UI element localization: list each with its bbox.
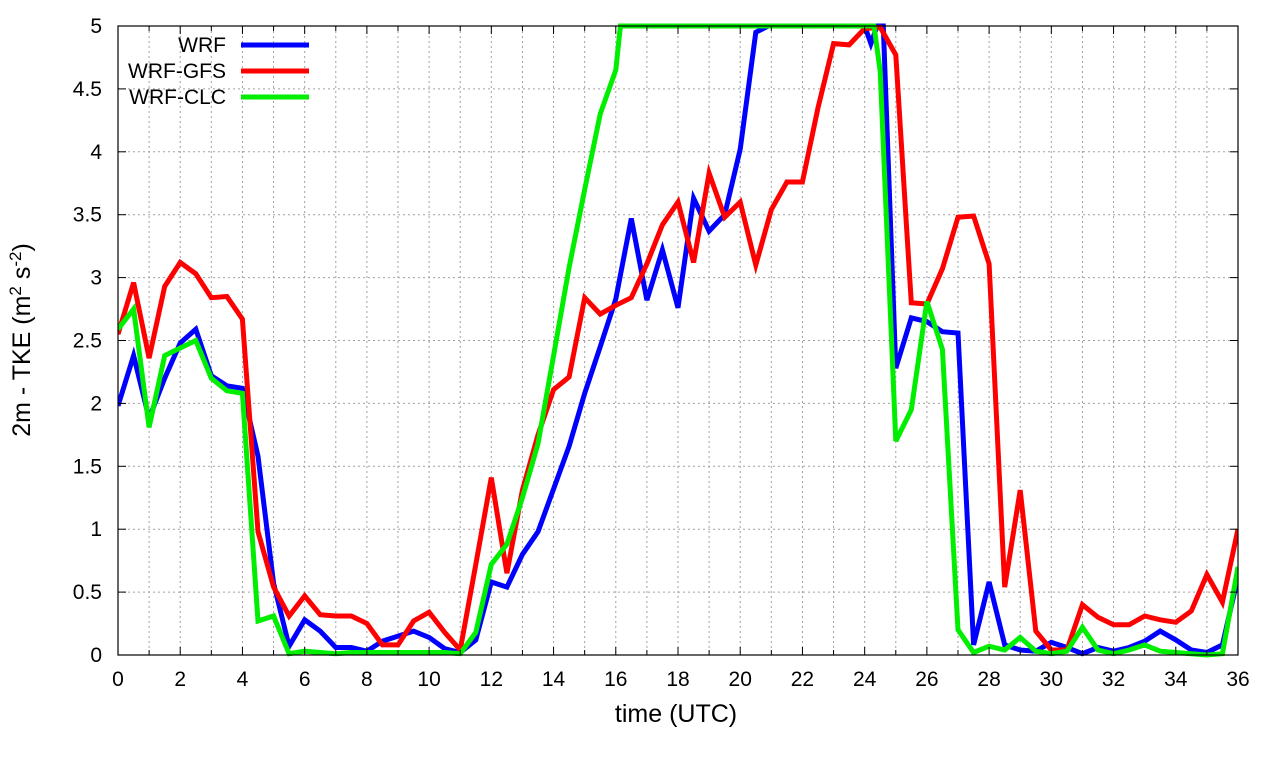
x-tick-label: 32 <box>1102 668 1125 691</box>
y-axis-title-end: ) <box>8 243 36 251</box>
tick-marks <box>117 25 1239 656</box>
y-tick-label: 2 <box>90 392 102 415</box>
y-axis-title: 2m - TKE (m2 s-2) <box>6 243 36 437</box>
x-tick-label: 14 <box>542 668 566 691</box>
x-tick-label: 20 <box>729 668 752 691</box>
y-tick-label: 4 <box>90 141 102 164</box>
legend-label: WRF-GFS <box>128 60 226 83</box>
y-tick-label: 1.5 <box>73 455 102 478</box>
x-tick-label: 30 <box>1040 668 1063 691</box>
grid-lines <box>118 26 1238 655</box>
x-tick-label: 2 <box>174 668 186 691</box>
x-tick-label: 4 <box>237 668 249 691</box>
x-tick-label: 24 <box>853 668 877 691</box>
x-tick-label: 26 <box>915 668 938 691</box>
y-tick-label: 0 <box>90 644 102 667</box>
y-axis-title-sup1: 2 <box>6 286 25 295</box>
series-line-wrf-clc <box>118 23 1238 658</box>
x-tick-label: 0 <box>112 668 124 691</box>
legend-label: WRF <box>178 34 226 57</box>
x-tick-labels: 0 2 4 6 8 10 12 14 16 18 20 22 24 26 28 30 32 34 36 <box>112 668 1250 691</box>
y-axis-title-main: 2m - TKE (m <box>8 296 36 437</box>
legend-label: WRF-CLC <box>129 86 226 109</box>
y-tick-labels: 0 0.5 1 1.5 2 2.5 3 3.5 4 4.5 5 <box>73 15 103 667</box>
y-tick-label: 3 <box>90 267 102 290</box>
x-tick-label: 16 <box>604 668 627 691</box>
x-tick-label: 22 <box>791 668 814 691</box>
x-tick-label: 18 <box>666 668 689 691</box>
series-line-wrf <box>118 23 1238 657</box>
y-tick-label: 4.5 <box>73 78 102 101</box>
y-tick-label: 5 <box>90 15 102 38</box>
x-tick-label: 34 <box>1164 668 1188 691</box>
x-axis-title: time (UTC) <box>615 700 737 728</box>
y-tick-label: 3.5 <box>73 204 102 227</box>
y-axis-title-mid: s <box>8 267 36 286</box>
x-tick-label: 8 <box>361 668 373 691</box>
y-tick-label: 1 <box>90 518 102 541</box>
x-tick-label: 12 <box>480 668 503 691</box>
x-tick-label: 6 <box>299 668 311 691</box>
x-tick-label: 36 <box>1226 668 1249 691</box>
y-axis-title-sup2: -2 <box>6 252 25 267</box>
x-tick-label: 10 <box>417 668 440 691</box>
x-tick-label: 28 <box>977 668 1000 691</box>
legend: WRF WRF-GFS WRF-CLC <box>128 34 309 109</box>
y-tick-label: 0.5 <box>73 581 102 604</box>
y-tick-label: 2.5 <box>73 330 102 353</box>
